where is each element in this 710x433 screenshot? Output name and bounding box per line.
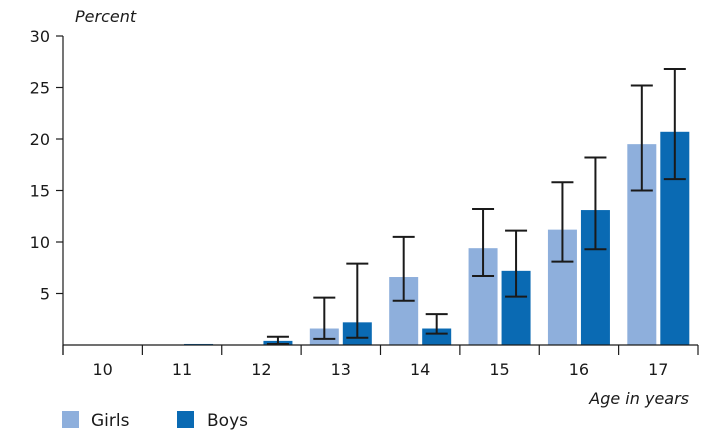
legend-label-girls: Girls: [91, 411, 130, 431]
x-tick-label: 12: [251, 360, 271, 379]
y-axis-title: Percent: [75, 7, 137, 26]
y-tick-label: 15: [30, 182, 50, 201]
legend: Girls Boys: [62, 411, 248, 431]
legend-swatch-boys: [177, 411, 194, 428]
error-bar-boys: [505, 229, 528, 298]
x-tick-label: 15: [489, 360, 509, 379]
bars-layer: [184, 131, 690, 345]
error-bar-boys: [663, 67, 686, 181]
x-axis-title: Age in years: [588, 389, 689, 408]
x-tick-label: 13: [331, 360, 351, 379]
x-tick-label: 10: [93, 360, 113, 379]
error-bar-boys: [266, 335, 289, 345]
y-tick-label: 10: [30, 233, 50, 252]
error-bar-boys: [346, 262, 369, 339]
y-tick-label: 20: [30, 130, 50, 149]
x-tick-label: 11: [172, 360, 192, 379]
error-bar-girls: [313, 296, 336, 340]
x-tick-label: 16: [569, 360, 589, 379]
error-bar-girls: [472, 208, 495, 277]
y-axis-ticks: 5 10 15 20 25 30: [30, 27, 63, 304]
bar-boys: [422, 328, 452, 345]
error-bars-layer: [266, 67, 686, 345]
y-tick-label: 5: [40, 285, 50, 304]
y-tick-label: 25: [30, 79, 50, 98]
y-tick-label: 30: [30, 27, 50, 46]
legend-item-boys: Boys: [177, 411, 248, 431]
legend-item-girls: Girls: [62, 411, 130, 431]
error-bar-boys: [425, 313, 448, 335]
x-axis-ticks: 10 11 12 13 14 15 16 17: [62, 345, 699, 379]
legend-swatch-girls: [62, 411, 79, 428]
error-bar-boys: [584, 156, 607, 251]
error-bar-girls: [392, 235, 415, 302]
legend-label-boys: Boys: [207, 411, 248, 431]
error-bar-girls: [551, 181, 574, 263]
x-tick-label: 14: [410, 360, 430, 379]
error-bar-girls: [630, 84, 653, 192]
x-tick-label: 17: [648, 360, 668, 379]
